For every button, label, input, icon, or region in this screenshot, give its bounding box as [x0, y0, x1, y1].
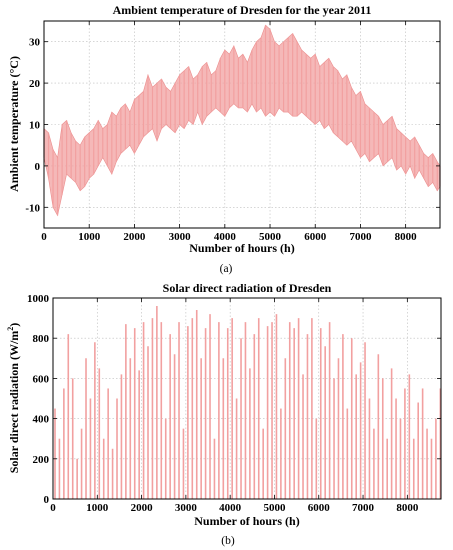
temperature-y-tick-label: 0 [35, 161, 41, 173]
radiation-plot-frame [52, 297, 442, 500]
radiation-x-tick-label: 3000 [175, 502, 198, 514]
radiation-ticks: 0 1000 2000 3000 4000 5000 6000 7000 8000 0 200 400… [27, 293, 441, 514]
temperature-x-tick-label: 4000 [214, 231, 237, 243]
temperature-y-axis-label: Ambient temperature (°C) [7, 56, 21, 192]
radiation-series-bars [54, 306, 442, 499]
radiation-x-tick-label: 5000 [263, 502, 286, 514]
radiation-chart: 0 1000 2000 3000 4000 5000 6000 7000 8000 0 200 400… [6, 281, 442, 547]
radiation-grid [53, 298, 441, 499]
temperature-caption: (a) [220, 263, 233, 275]
temperature-x-tick-label: 0 [41, 231, 47, 243]
radiation-y-tick-label: 200 [33, 454, 50, 466]
radiation-x-axis-label: Number of hours (h) [194, 514, 299, 528]
radiation-caption: (b) [221, 535, 235, 547]
temperature-x-tick-label: 8000 [395, 231, 418, 243]
radiation-y-tick-label: 1000 [27, 293, 50, 305]
temperature-y-tick-label: -10 [25, 202, 40, 214]
radiation-y-tick-label: 0 [44, 494, 50, 506]
temperature-ticks: 0 1000 2000 3000 4000 5000 6000 7000 8000 -10 0 10 2… [25, 21, 440, 243]
temperature-chart-title: Ambient temperature of Dresden for the y… [113, 3, 372, 17]
radiation-y-axis-label-sup: 2 [6, 327, 15, 331]
temperature-chart: 0 1000 2000 3000 4000 5000 6000 7000 8000 -10 0 10 2… [7, 3, 441, 275]
radiation-x-tick-label: 6000 [308, 502, 331, 514]
temperature-x-tick-label: 5000 [259, 231, 282, 243]
temperature-y-tick-label: 10 [29, 120, 41, 132]
radiation-y-tick-label: 400 [33, 414, 50, 426]
temperature-x-axis-label: Number of hours (h) [189, 241, 294, 255]
temperature-x-tick-label: 3000 [169, 231, 192, 243]
radiation-y-tick-label: 800 [33, 333, 50, 345]
radiation-x-tick-label: 0 [50, 502, 56, 514]
radiation-y-tick-label: 600 [33, 373, 50, 385]
radiation-x-tick-label: 8000 [396, 502, 419, 514]
radiation-y-axis-label: Solar direct radiation (W/m2) [6, 323, 21, 474]
temperature-y-tick-label: 20 [29, 78, 41, 90]
temperature-x-tick-label: 2000 [123, 231, 146, 243]
radiation-y-axis-label-text: Solar direct radiation (W/m [7, 331, 21, 474]
temperature-x-tick-label: 7000 [349, 231, 372, 243]
radiation-x-tick-label: 4000 [219, 502, 242, 514]
temperature-x-tick-label: 6000 [304, 231, 327, 243]
temperature-y-tick-label: 30 [29, 37, 41, 49]
radiation-chart-title: Solar direct radiation of Dresden [163, 281, 332, 295]
radiation-y-axis-label-tail: ) [7, 323, 21, 327]
radiation-x-tick-label: 7000 [352, 502, 375, 514]
radiation-x-tick-label: 2000 [131, 502, 154, 514]
temperature-x-tick-label: 1000 [78, 231, 101, 243]
temperature-series-marks [43, 25, 441, 216]
radiation-x-tick-label: 1000 [86, 502, 109, 514]
